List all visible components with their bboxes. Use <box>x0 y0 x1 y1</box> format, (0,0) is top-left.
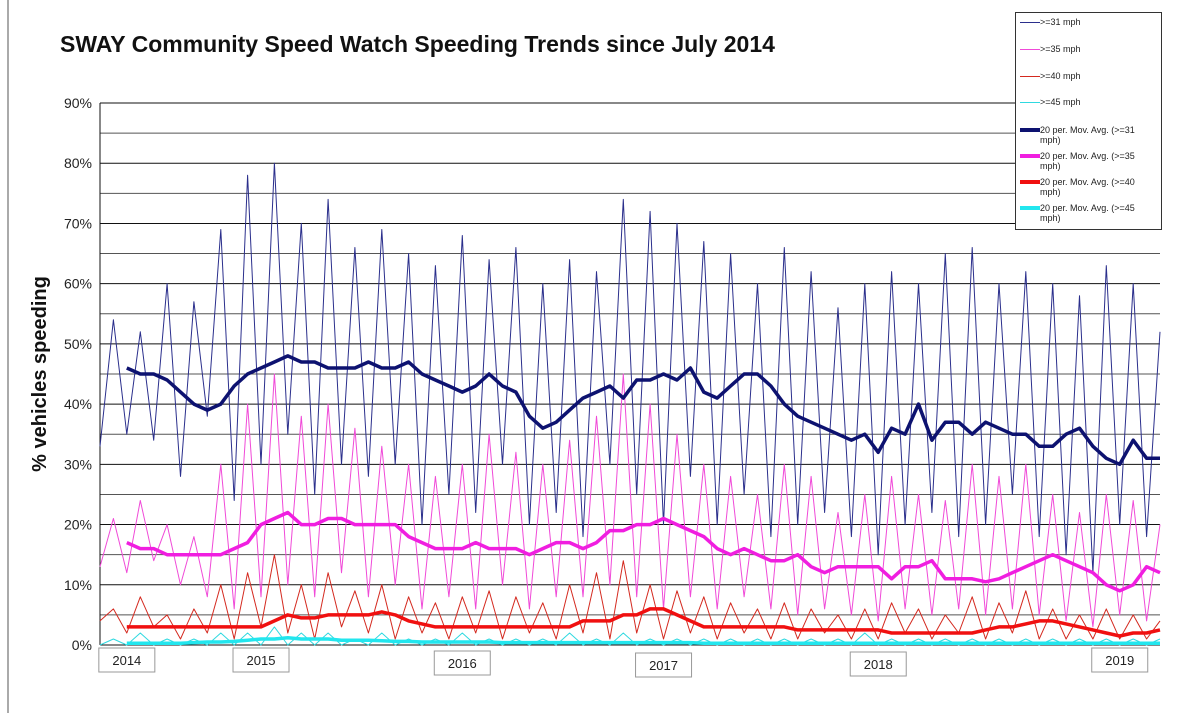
legend-swatch <box>1020 128 1040 132</box>
y-tick-label: 20% <box>64 517 92 533</box>
series-line <box>126 510 1161 593</box>
legend-label: 20 per. Mov. Avg. (>=40 mph) <box>1040 177 1135 197</box>
series-line <box>126 607 1161 638</box>
legend-label: >=35 mph <box>1040 44 1081 54</box>
series-line <box>99 162 1161 574</box>
legend-label: >=45 mph <box>1040 97 1081 107</box>
x-tick-label: 2019 <box>1105 653 1134 668</box>
series-line <box>99 373 1161 628</box>
grid <box>99 102 1160 646</box>
x-label-box <box>849 651 907 677</box>
legend-swatch <box>1020 180 1040 184</box>
x-tick-label: 2016 <box>448 656 477 671</box>
x-tick-label: 2017 <box>649 658 678 673</box>
y-tick-label: 30% <box>64 456 92 472</box>
chart-title: SWAY Community Speed Watch Speeding Tren… <box>60 31 775 57</box>
x-tick-label: 2015 <box>247 653 276 668</box>
series-line <box>126 354 1160 467</box>
x-tick-label: 2014 <box>112 653 141 668</box>
legend-swatch <box>1020 206 1040 210</box>
x-label-box <box>433 650 491 676</box>
legend-label: 20 per. Mov. Avg. (>=45 mph) <box>1040 203 1135 223</box>
plot-lines <box>99 162 1161 646</box>
legend-swatch <box>1020 21 1040 23</box>
series-line <box>126 636 1160 645</box>
y-tick-label: 90% <box>64 95 92 111</box>
legend-swatch <box>1020 75 1040 77</box>
legend-label: 20 per. Mov. Avg. (>=31 mph) <box>1040 125 1135 145</box>
x-label-box <box>232 647 290 673</box>
legend-label: 20 per. Mov. Avg. (>=35 mph) <box>1040 151 1135 171</box>
y-tick-label: 70% <box>64 215 92 231</box>
y-tick-label: 40% <box>64 396 92 412</box>
y-tick-label: 0% <box>72 637 92 653</box>
legend-swatch <box>1020 154 1040 158</box>
x-label-box <box>98 647 156 673</box>
x-axis-labels: 2014 2015 2016 2017 2018 2019 <box>98 647 1149 678</box>
legend-swatch <box>1020 48 1040 50</box>
y-tick-label: 60% <box>64 276 92 292</box>
legend-swatch <box>1020 101 1040 103</box>
legend: >=31 mph >=35 mph >=40 mph >=45 mph 20 per. … <box>1015 12 1162 230</box>
y-tick-label: 80% <box>64 155 92 171</box>
legend-label: >=40 mph <box>1040 71 1081 81</box>
y-tick-label: 10% <box>64 577 92 593</box>
x-label-box <box>1091 647 1149 673</box>
y-axis-label: % vehicles speeding <box>29 276 51 472</box>
legend-label: >=31 mph <box>1040 17 1081 27</box>
x-label-box <box>635 652 693 678</box>
y-tick-label: 50% <box>64 336 92 352</box>
x-tick-label: 2018 <box>864 657 893 672</box>
